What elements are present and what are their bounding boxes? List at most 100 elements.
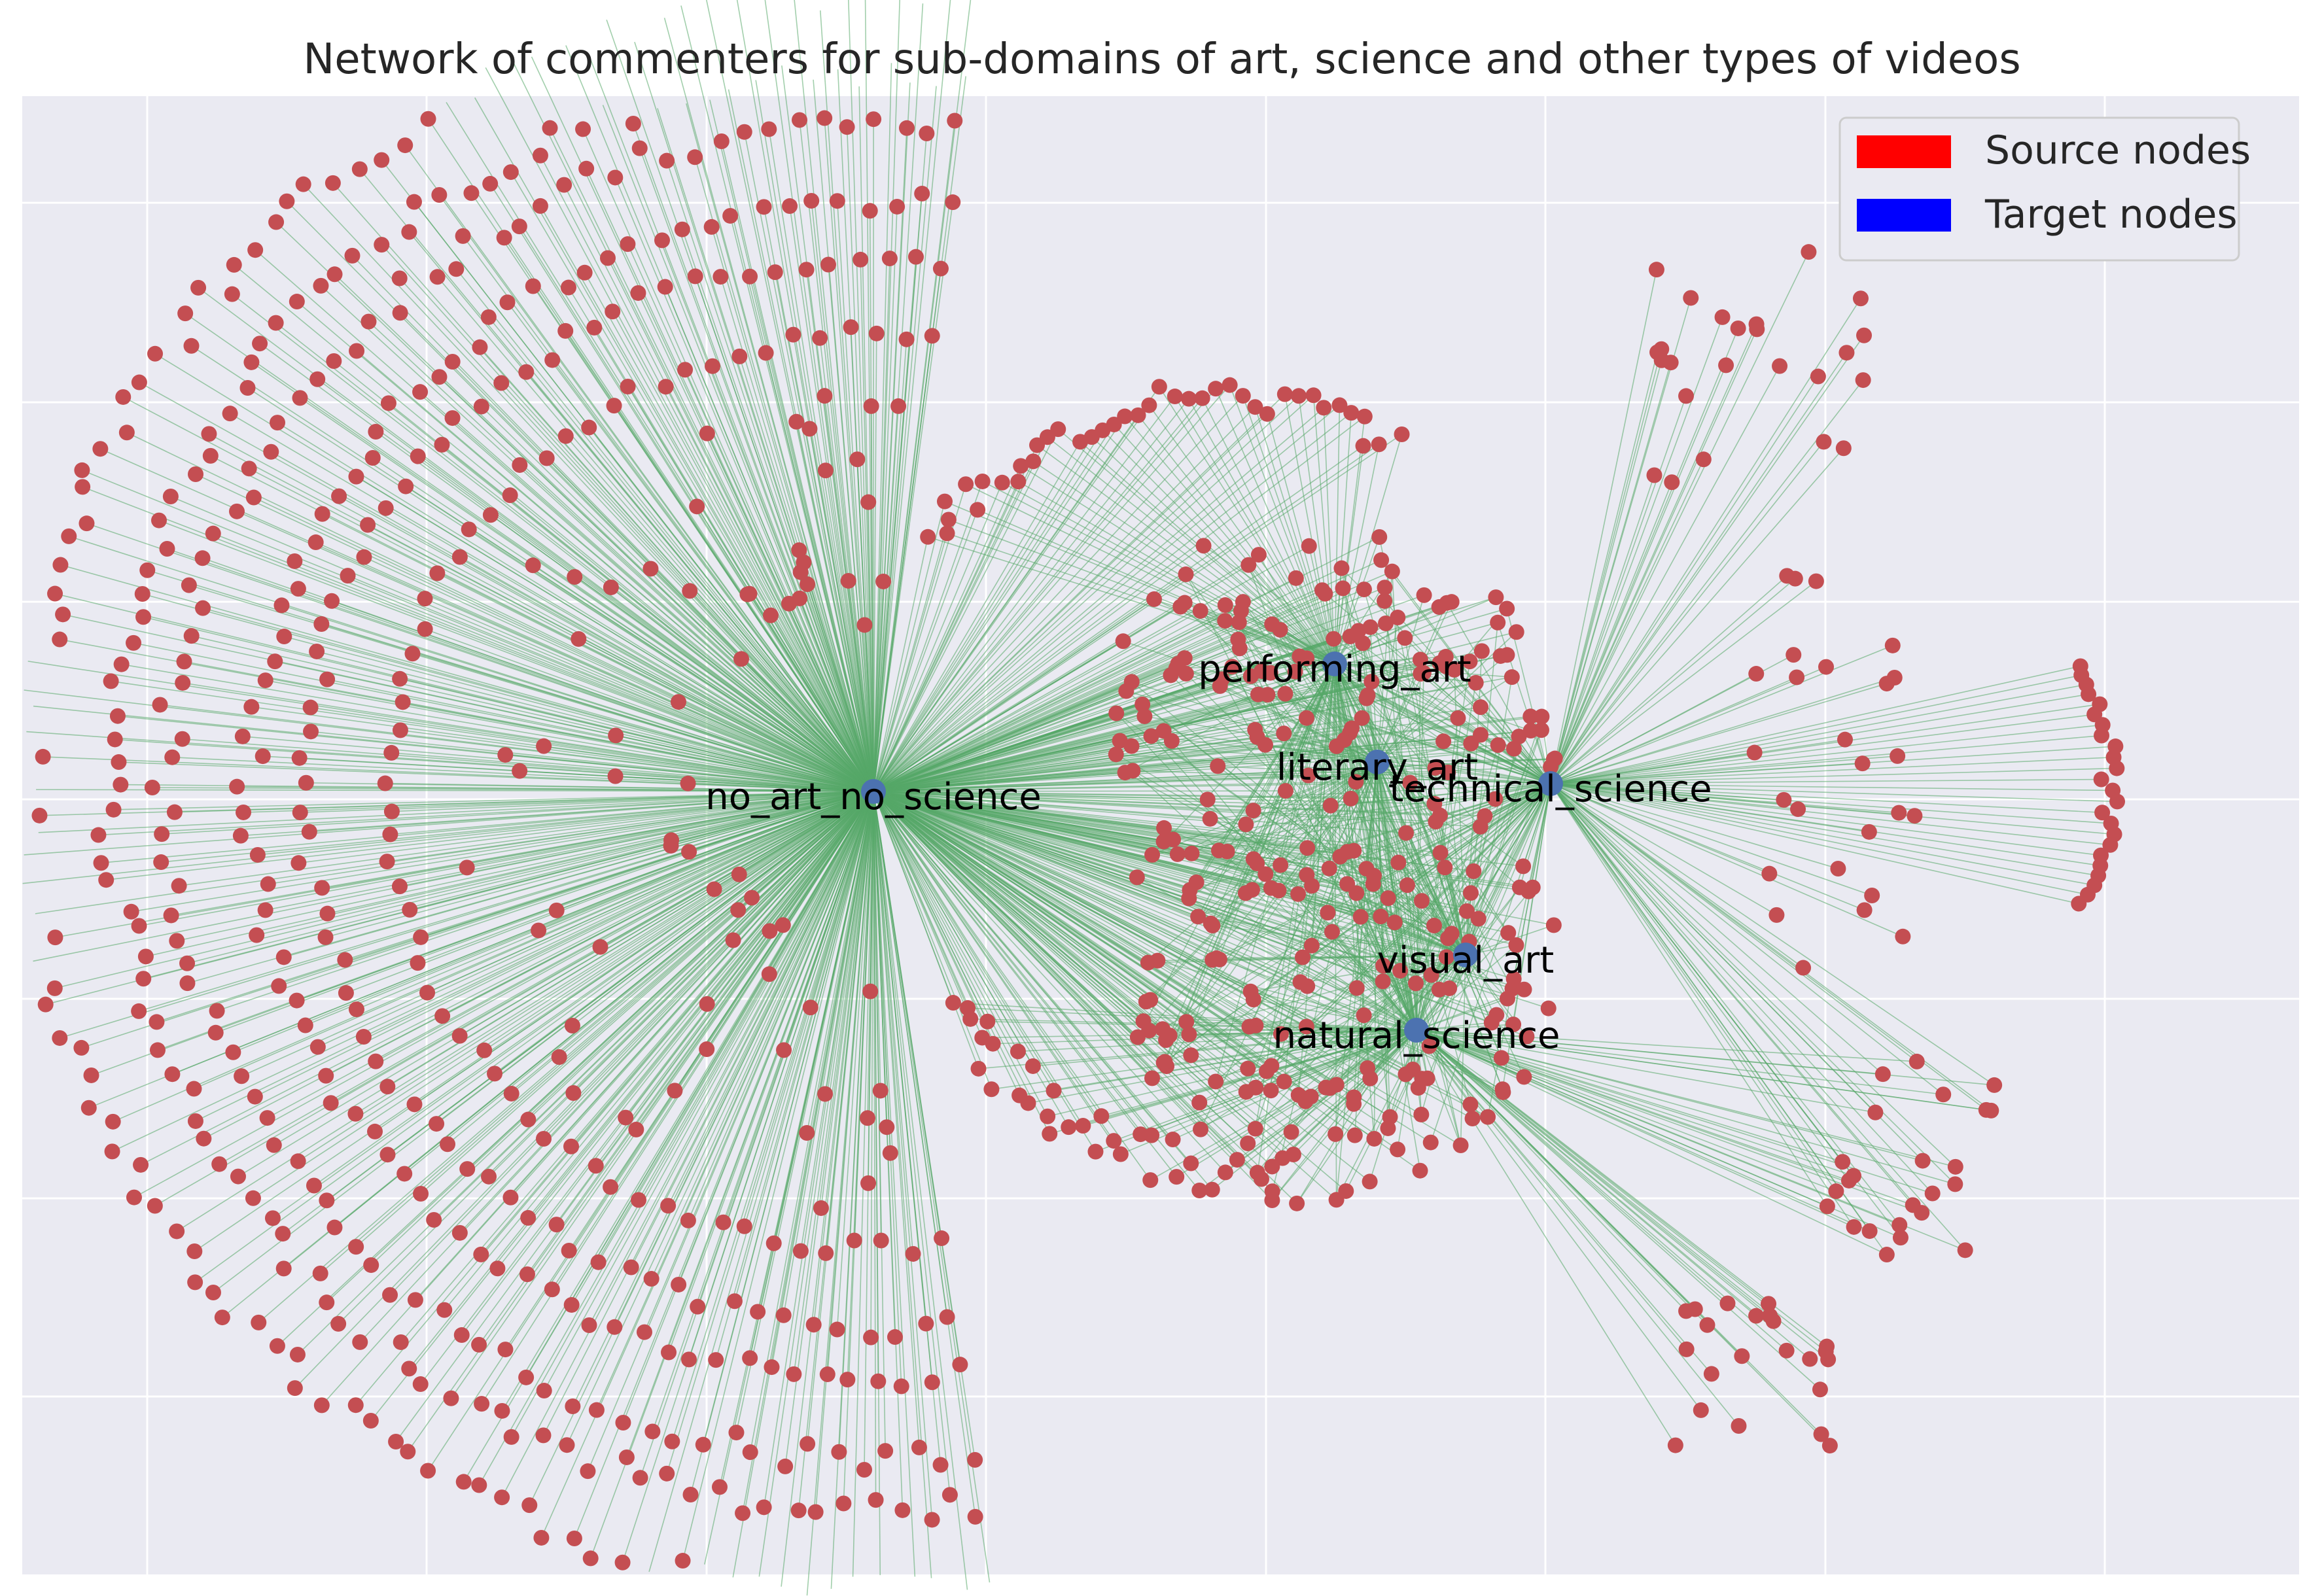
source-node: [1346, 1127, 1363, 1143]
source-node: [706, 881, 722, 897]
edge: [1190, 783, 1551, 1056]
edge: [1550, 481, 1673, 784]
target-node-no-art-no-science: [861, 779, 886, 804]
source-node: [37, 996, 54, 1013]
source-node: [967, 1451, 983, 1468]
source-node: [404, 646, 421, 662]
source-node: [287, 1380, 303, 1396]
source-node: [412, 384, 429, 400]
source-node: [429, 269, 446, 285]
source-node: [1283, 1124, 1299, 1140]
edge: [1377, 761, 1462, 1146]
source-node: [398, 478, 414, 494]
source-node: [856, 1462, 872, 1478]
edge: [873, 791, 916, 1577]
edge: [873, 791, 1461, 1146]
edge: [54, 593, 874, 792]
source-node: [298, 774, 314, 791]
source-node: [1183, 1155, 1199, 1171]
source-node: [379, 854, 395, 870]
source-node: [1508, 937, 1524, 953]
edge: [873, 791, 1200, 1191]
edge: [1550, 755, 1898, 784]
edge: [1210, 663, 1335, 924]
source-node: [1914, 1205, 1930, 1221]
source-node: [1363, 674, 1380, 690]
source-node: [1075, 1118, 1091, 1134]
edge: [572, 791, 874, 1094]
source-node: [1415, 665, 1432, 681]
source-node: [1072, 434, 1088, 450]
source-node: [882, 1145, 898, 1161]
edge: [873, 791, 1502, 1059]
source-node: [476, 1042, 493, 1058]
source-node: [313, 1397, 330, 1414]
source-node: [1477, 808, 1493, 824]
source-node: [1247, 1120, 1263, 1137]
edge: [666, 791, 874, 1474]
source-node: [324, 593, 340, 609]
source-node: [497, 747, 514, 763]
edge: [1257, 1030, 1417, 1173]
edge: [255, 791, 874, 1098]
edge: [1416, 1030, 1854, 1177]
edge: [1346, 783, 1551, 885]
edge: [501, 791, 874, 1412]
edge: [873, 791, 1471, 1105]
edge: [873, 791, 1297, 1204]
source-node: [1165, 831, 1182, 848]
source-node: [1440, 764, 1456, 780]
edge: [572, 791, 874, 1407]
edge: [873, 536, 928, 792]
edge: [1185, 574, 1417, 1031]
source-node: [586, 319, 603, 336]
source-node: [187, 1113, 203, 1129]
source-node: [406, 194, 422, 210]
source-node: [1835, 1154, 1851, 1170]
source-node: [1264, 1183, 1280, 1200]
edge: [873, 554, 1259, 792]
edge: [1215, 388, 1335, 665]
source-node: [74, 462, 90, 478]
edge: [1550, 693, 2089, 784]
source-node: [1263, 1083, 1279, 1099]
edge: [1083, 1030, 1417, 1126]
edge: [1416, 659, 1421, 1031]
source-node: [1730, 320, 1746, 336]
source-node: [1204, 1181, 1220, 1198]
edge: [320, 285, 874, 792]
source-node: [1488, 589, 1504, 606]
source-node: [881, 251, 898, 267]
edge: [671, 791, 874, 846]
source-node: [257, 902, 273, 918]
source-node: [643, 1271, 660, 1287]
source-node: [340, 568, 356, 584]
source-node: [924, 1512, 940, 1528]
edge: [873, 441, 1081, 792]
edge: [1377, 654, 1507, 763]
source-node: [1761, 865, 1778, 882]
edge: [873, 791, 1254, 1000]
edge: [606, 20, 874, 792]
edge: [947, 532, 1335, 665]
source-node: [1276, 1073, 1292, 1090]
edge: [1333, 638, 1466, 956]
source-node: [275, 1226, 291, 1242]
edge: [873, 791, 1029, 1103]
source-node: [607, 1319, 623, 1335]
source-node: [196, 1130, 212, 1147]
source-node: [1273, 857, 1289, 873]
source-node: [308, 534, 324, 551]
source-node: [798, 262, 815, 278]
source-node: [309, 1039, 326, 1055]
edge: [1550, 752, 1755, 784]
edge: [1165, 954, 1466, 1063]
edge: [1550, 379, 1864, 784]
edge: [873, 791, 1238, 1160]
source-node: [1165, 1132, 1181, 1148]
source-node: [319, 905, 336, 922]
source-node: [115, 389, 132, 405]
source-node: [1380, 890, 1396, 907]
source-node: [1356, 581, 1372, 598]
source-node: [379, 1079, 396, 1095]
